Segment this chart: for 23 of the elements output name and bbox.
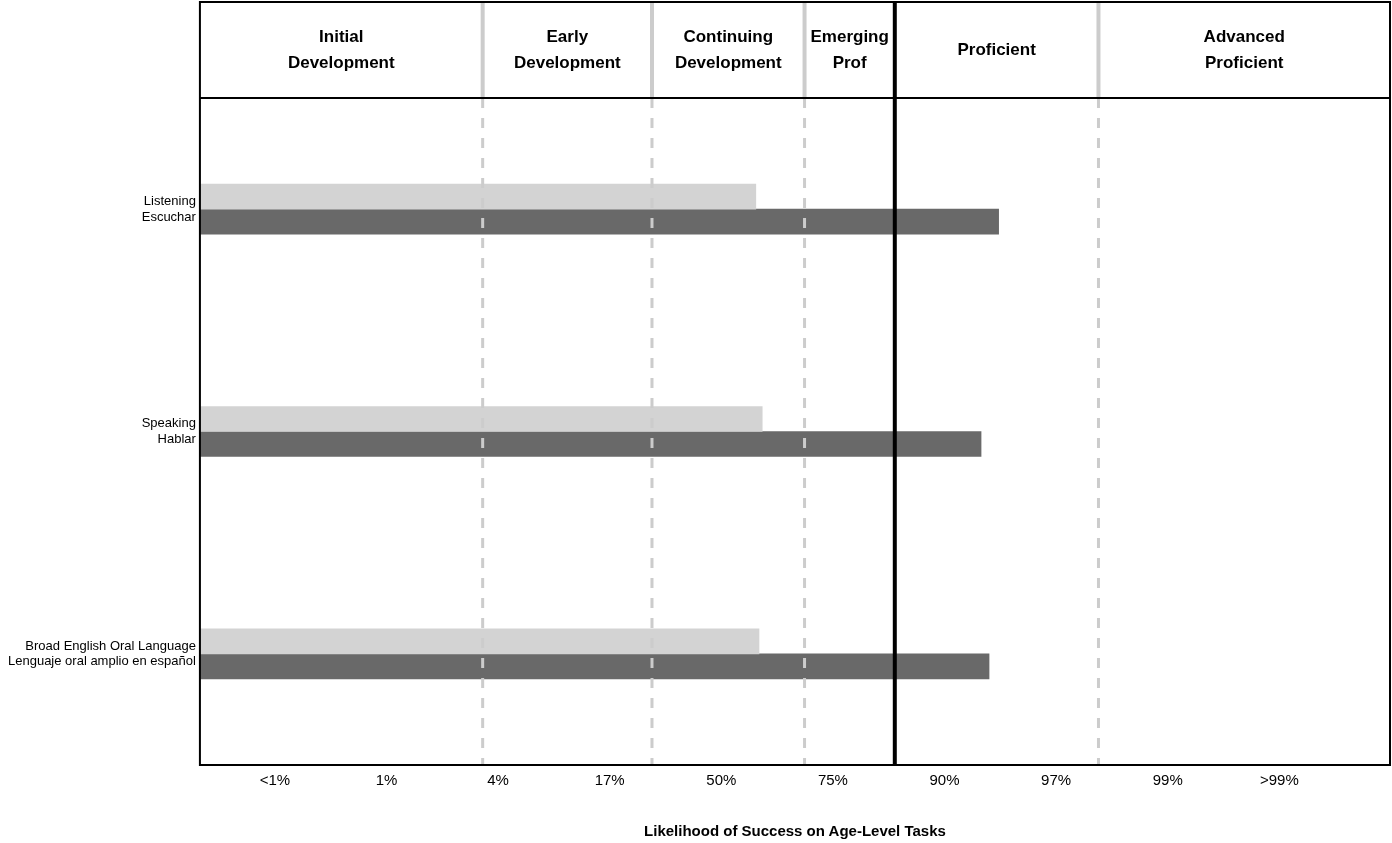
text: 99% (1152, 771, 1183, 789)
bar (199, 208, 999, 235)
text: Initial Development (287, 26, 395, 72)
text: <1% (259, 771, 291, 789)
text: 75% (817, 771, 848, 789)
text: Early Development (513, 26, 622, 72)
y-tick-label: Broad English Oral Language Lenguaje oral amplio en español (7, 637, 197, 669)
y-tick-label: Listening Escuchar (141, 192, 197, 224)
text: Advanced Proficient (1203, 26, 1285, 72)
text: 1% (375, 771, 398, 789)
text: Continuing Development (674, 26, 782, 72)
text: Proficient (957, 39, 1037, 59)
bar (199, 431, 982, 457)
x-axis-title: Likelihood of Success on Age-Level Tasks (644, 822, 946, 840)
text: 90% (929, 771, 960, 789)
y-tick-label: Speaking Hablar (141, 415, 197, 446)
text: Emerging Prof (810, 26, 889, 72)
text: 4% (487, 771, 509, 789)
bar (199, 653, 990, 680)
text: >99% (1259, 771, 1299, 789)
text: 17% (594, 771, 625, 789)
text: 97% (1041, 771, 1072, 789)
text: 50% (706, 771, 737, 789)
